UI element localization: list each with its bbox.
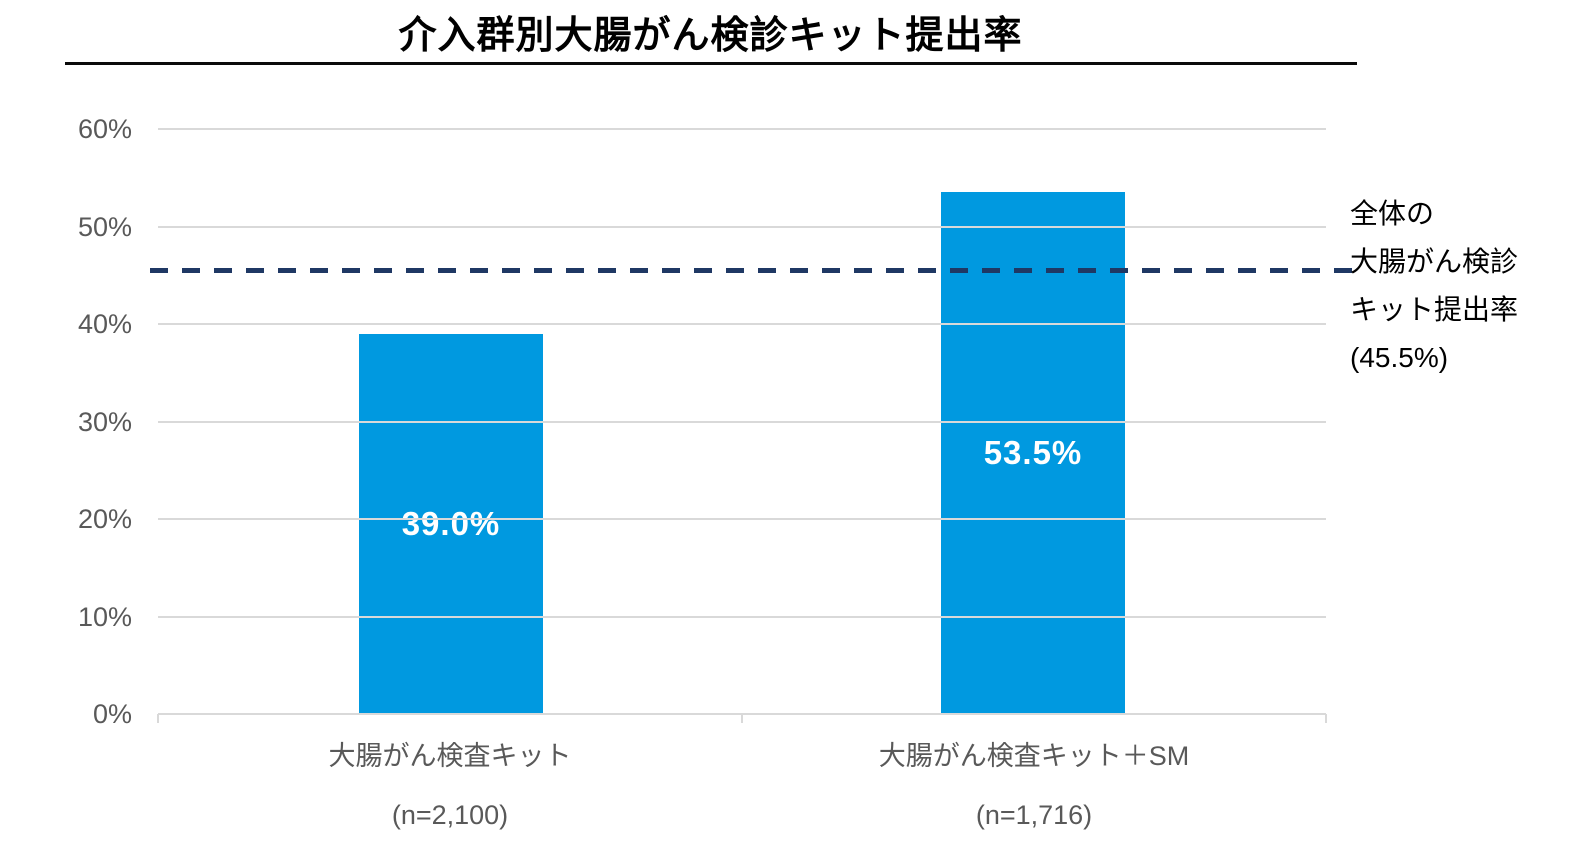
axis-tick xyxy=(741,714,743,723)
bar-value-label: 39.0% xyxy=(401,504,501,542)
y-tick-label: 10% xyxy=(77,601,132,632)
axis-tick xyxy=(157,714,159,723)
bar-kit-only: 39.0% xyxy=(359,333,543,714)
category-n-label: (n=2,100) xyxy=(391,800,509,830)
y-tick-label: 60% xyxy=(77,114,132,144)
plot-area: 39.0% 53.5% xyxy=(157,128,1327,723)
y-tick-label: 30% xyxy=(77,406,132,437)
annotation-line: (45.5%) xyxy=(1350,342,1449,373)
y-tick-label: 50% xyxy=(77,211,132,242)
title-underline xyxy=(65,62,1357,65)
y-tick-label: 40% xyxy=(77,309,132,340)
category-n-label: (n=1,716) xyxy=(975,800,1093,830)
annotation-line: 大腸がん検診 xyxy=(1350,246,1519,277)
x-category-kit-plus-sm: 大腸がん検査キット＋SM (n=1,716) xyxy=(824,734,1244,831)
y-tick-label: 20% xyxy=(77,504,132,535)
gridline xyxy=(158,323,1326,326)
axis-tick xyxy=(1325,714,1327,723)
x-category-kit-only: 大腸がん検査キット (n=2,100) xyxy=(240,734,660,831)
gridline xyxy=(158,518,1326,521)
annotation-line: 全体の xyxy=(1350,198,1435,229)
category-label: 大腸がん検査キット xyxy=(328,741,572,771)
reference-line-annotation: 全体の 大腸がん検診 キット提出率 (45.5%) xyxy=(1350,190,1590,382)
bar-kit-plus-sm: 53.5% xyxy=(941,192,1125,714)
y-axis-labels: 0% 10% 20% 30% 40% 50% 60% xyxy=(30,114,132,729)
y-tick-label: 0% xyxy=(92,699,132,729)
chart-title: 介入群別大腸がん検診キット提出率 xyxy=(398,15,1023,57)
annotation-line: キット提出率 xyxy=(1350,294,1519,325)
bar-value-label: 53.5% xyxy=(983,434,1083,472)
gridline xyxy=(158,615,1326,618)
overall-rate-dashed-line xyxy=(150,267,1352,273)
gridline xyxy=(158,128,1326,130)
gridline xyxy=(158,225,1326,228)
category-label: 大腸がん検査キット＋SM xyxy=(878,741,1190,771)
gridline xyxy=(158,420,1326,423)
